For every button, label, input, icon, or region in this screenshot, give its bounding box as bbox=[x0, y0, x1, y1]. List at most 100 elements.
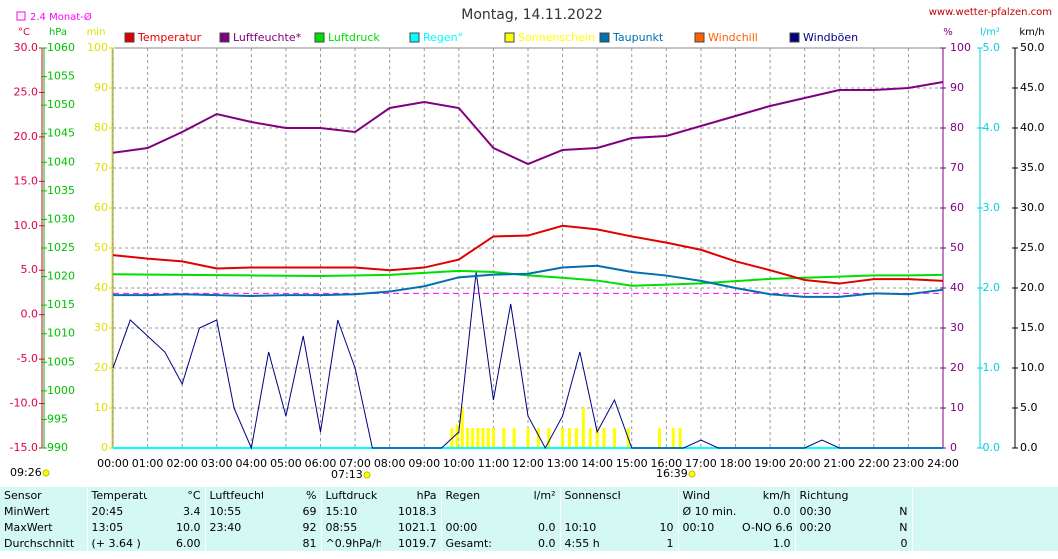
y-tick-label: 40 bbox=[950, 281, 964, 294]
legend-label: Regen° bbox=[423, 31, 463, 44]
y-tick-label: 90 bbox=[950, 81, 964, 94]
table-cell bbox=[205, 535, 263, 551]
legend-swatch bbox=[789, 32, 800, 43]
x-tick-label: 08:00 bbox=[374, 457, 406, 470]
table-cell: Luftfeuchte bbox=[209, 488, 264, 502]
sun-time: 16:39 bbox=[656, 467, 688, 480]
y-tick-label: 100 bbox=[87, 41, 108, 54]
bar bbox=[595, 428, 599, 448]
y-tick-label: 5.0 bbox=[983, 41, 1001, 54]
y-tick-label: 3.0 bbox=[983, 201, 1001, 214]
bar bbox=[486, 428, 490, 448]
axis-unit: min bbox=[87, 27, 106, 38]
bar bbox=[481, 428, 485, 448]
table-cell: 10 bbox=[620, 519, 679, 535]
y-tick-label: 30.0 bbox=[14, 41, 39, 54]
bar bbox=[460, 408, 464, 448]
bar bbox=[574, 428, 578, 448]
x-tick-label: 04:00 bbox=[235, 457, 267, 470]
x-tick-label: 12:00 bbox=[512, 457, 544, 470]
table-cell: 10:10 bbox=[564, 520, 597, 534]
table-cell bbox=[678, 535, 738, 551]
x-tick-label: 22:00 bbox=[858, 457, 890, 470]
table-cell: 00:20 bbox=[799, 520, 832, 534]
y-tick-label: 0.0 bbox=[983, 441, 1001, 454]
legend-label: Taupunkt bbox=[612, 31, 664, 44]
table-cell: 10.0 bbox=[147, 519, 206, 535]
y-tick-label: 20.0 bbox=[14, 130, 39, 143]
chart-title: Montag, 14.11.2022 bbox=[461, 7, 603, 23]
table-cell: °C bbox=[147, 487, 206, 503]
table-cell: 0.0 bbox=[501, 519, 561, 535]
y-tick-label: 1025 bbox=[47, 241, 75, 254]
table-cell bbox=[855, 487, 913, 503]
bar bbox=[568, 428, 571, 448]
table-cell: O-NO 6.6 bbox=[738, 519, 796, 535]
y-tick-label: 10.0 bbox=[1020, 361, 1045, 374]
series-line bbox=[112, 269, 944, 287]
y-tick-label: 45.0 bbox=[1020, 81, 1045, 94]
x-tick-label: 19:00 bbox=[754, 457, 786, 470]
y-tick-label: -10.0 bbox=[10, 397, 38, 410]
table-cell: N bbox=[855, 503, 913, 519]
x-tick-label: 10:00 bbox=[443, 457, 475, 470]
y-tick-label: 1050 bbox=[47, 98, 75, 111]
table-cell: Durchschnitt bbox=[0, 535, 88, 551]
x-tick-label: 09:00 bbox=[408, 457, 440, 470]
y-tick-label: 25.0 bbox=[14, 85, 39, 98]
table-cell: 4:55 h bbox=[564, 536, 600, 550]
table-cell: 1019.7 bbox=[381, 535, 442, 551]
table-cell: Sonnenschein min bbox=[564, 488, 621, 502]
y-tick-label: 1045 bbox=[47, 127, 75, 140]
table-cell: ^0.9hPa/h bbox=[325, 536, 382, 550]
y-tick-label: 15.0 bbox=[1020, 321, 1045, 334]
y-tick-label: -15.0 bbox=[10, 441, 38, 454]
table-cell: 3.4 bbox=[147, 503, 206, 519]
table-cell: MinWert bbox=[0, 503, 88, 519]
table-cell: 1 bbox=[620, 535, 679, 551]
legend-swatch bbox=[504, 32, 515, 43]
y-tick-label: 0.0 bbox=[1020, 441, 1038, 454]
table-cell: Regen bbox=[445, 488, 481, 502]
table-cell: 15:10 bbox=[325, 504, 358, 518]
axis-unit: hPa bbox=[49, 27, 67, 38]
source: www.wetter-pfalzen.com bbox=[929, 7, 1052, 18]
table-cell: Temperatur bbox=[91, 488, 148, 502]
table-cell: MaxWert bbox=[0, 519, 88, 535]
bar bbox=[471, 428, 475, 448]
bar bbox=[612, 428, 616, 448]
axis-unit: % bbox=[943, 27, 953, 38]
y-tick-label: 1055 bbox=[47, 70, 75, 83]
x-tick-label: 13:00 bbox=[547, 457, 579, 470]
table-cell: 0.0 bbox=[738, 503, 796, 519]
series-line bbox=[113, 264, 944, 298]
table-cell: 92 bbox=[263, 519, 322, 535]
table-cell bbox=[560, 503, 620, 519]
sun-icon bbox=[42, 469, 50, 477]
legend-swatch bbox=[314, 32, 325, 43]
x-tick-label: 14:00 bbox=[581, 457, 613, 470]
table-cell: % bbox=[263, 487, 322, 503]
table-cell bbox=[441, 503, 501, 519]
stats-table: SensorTemperatur°CLuftfeuchte%Luftdruckh… bbox=[0, 487, 1058, 551]
x-tick-label: 18:00 bbox=[720, 457, 752, 470]
legend-label: Windböen bbox=[803, 31, 858, 44]
y-tick-label: 30.0 bbox=[1020, 201, 1045, 214]
bar bbox=[581, 408, 585, 448]
y-tick-label: 70 bbox=[950, 161, 964, 174]
y-tick-label: 5.0 bbox=[1020, 401, 1038, 414]
legend-swatch bbox=[219, 32, 230, 43]
axis-unit: km/h bbox=[1019, 27, 1044, 38]
bar bbox=[465, 428, 469, 448]
table-cell: 20:45 bbox=[91, 504, 124, 518]
legend-swatch bbox=[409, 32, 420, 43]
x-tick-label: 15:00 bbox=[616, 457, 648, 470]
table-cell: Richtung bbox=[799, 488, 849, 502]
table-row: MaxWert 13:05 10.0 23:40 92 08:55 1021.1 00:00 0… bbox=[0, 519, 1058, 535]
y-tick-label: 20 bbox=[950, 361, 964, 374]
y-tick-label: 1030 bbox=[47, 212, 75, 225]
table-cell: 23:40 bbox=[209, 520, 242, 534]
x-tick-label: 21:00 bbox=[823, 457, 855, 470]
y-tick-label: 0.0 bbox=[21, 308, 39, 321]
series-line bbox=[112, 224, 944, 285]
